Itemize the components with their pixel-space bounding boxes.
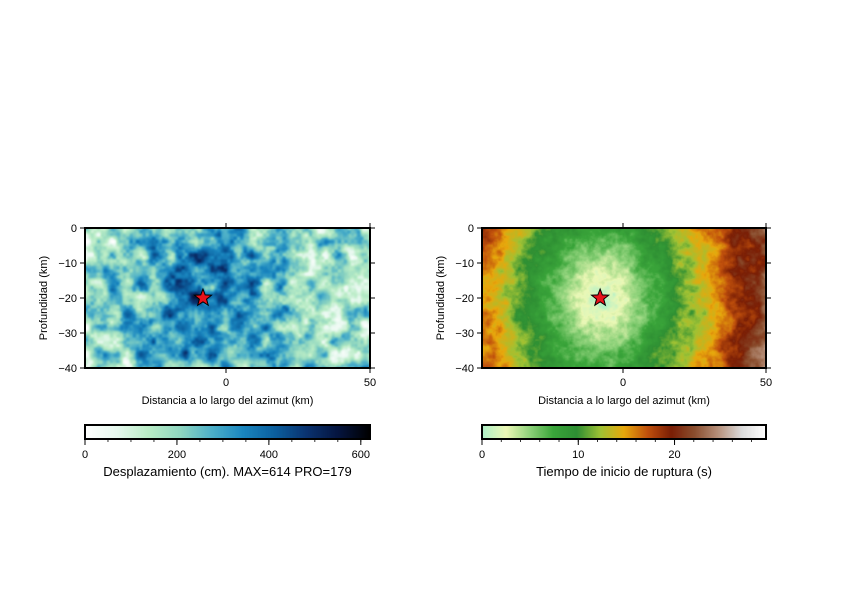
rupture-time-panel-axes: 0 50 0 −10 −20 −30 −40 (455, 223, 772, 389)
colorbar-tick-label: 600 (352, 449, 370, 461)
y-tick-label: −20 (455, 293, 474, 305)
y-tick-label: −40 (455, 363, 474, 375)
slip-x-axis-label: Distancia a lo largo del azimut (km) (142, 395, 314, 407)
colorbar-tick-label: 20 (668, 449, 680, 461)
y-tick-label: −20 (58, 293, 77, 305)
x-tick-label: 50 (364, 377, 376, 389)
slip-panel-axes: 0 50 0 −10 −20 −30 −40 (58, 223, 376, 389)
rupture-time-panel: 0 50 0 −10 −20 −30 −40 Profundidad (km) Distan… (435, 223, 772, 479)
colorbar-tick-label: 0 (479, 449, 485, 461)
colorbar-tick-label: 10 (572, 449, 584, 461)
rupture-time-x-axis-label: Distancia a lo largo del azimut (km) (538, 395, 710, 407)
rupture-time-colorbar-label: Tiempo de inicio de ruptura (s) (536, 464, 712, 479)
y-tick-label: 0 (468, 223, 474, 235)
y-tick-label: 0 (71, 223, 77, 235)
y-tick-label: −30 (58, 328, 77, 340)
colorbar-tick-label: 400 (260, 449, 278, 461)
x-tick-label: 0 (223, 377, 229, 389)
hypocenter-star-icon (590, 287, 611, 307)
rupture-time-heatmap (482, 228, 766, 368)
y-tick-label: −30 (455, 328, 474, 340)
slip-colorbar-label: Desplazamiento (cm). MAX=614 PRO=179 (103, 464, 352, 479)
slip-colorbar-gradient (85, 425, 370, 439)
x-tick-label: 0 (620, 377, 626, 389)
x-tick-label: 50 (760, 377, 772, 389)
hypocenter-marker (193, 287, 213, 307)
rupture-time-y-axis-label: Profundidad (km) (435, 256, 447, 340)
hypocenter-star-icon (193, 287, 213, 307)
colorbar-tick-label: 0 (82, 449, 88, 461)
slip-colorbar-ticks: 0 200 400 600 (82, 439, 370, 461)
slip-y-axis-label: Profundidad (km) (38, 256, 50, 340)
hypocenter-marker (590, 287, 611, 307)
rupture-time-colorbar-gradient (482, 425, 766, 439)
slip-panel: 0 50 0 −10 −20 −30 −40 Profundidad (km) Distan… (38, 223, 376, 479)
rupture-time-colorbar-frame (481, 424, 767, 440)
y-tick-label: −10 (58, 258, 77, 270)
y-tick-label: −10 (455, 258, 474, 270)
slip-colorbar-frame (84, 424, 371, 440)
y-tick-label: −40 (58, 363, 77, 375)
rupture-time-colorbar-ticks: 0 10 20 (479, 439, 752, 461)
colorbar-tick-label: 200 (168, 449, 186, 461)
slip-distribution-heatmap (85, 228, 370, 368)
